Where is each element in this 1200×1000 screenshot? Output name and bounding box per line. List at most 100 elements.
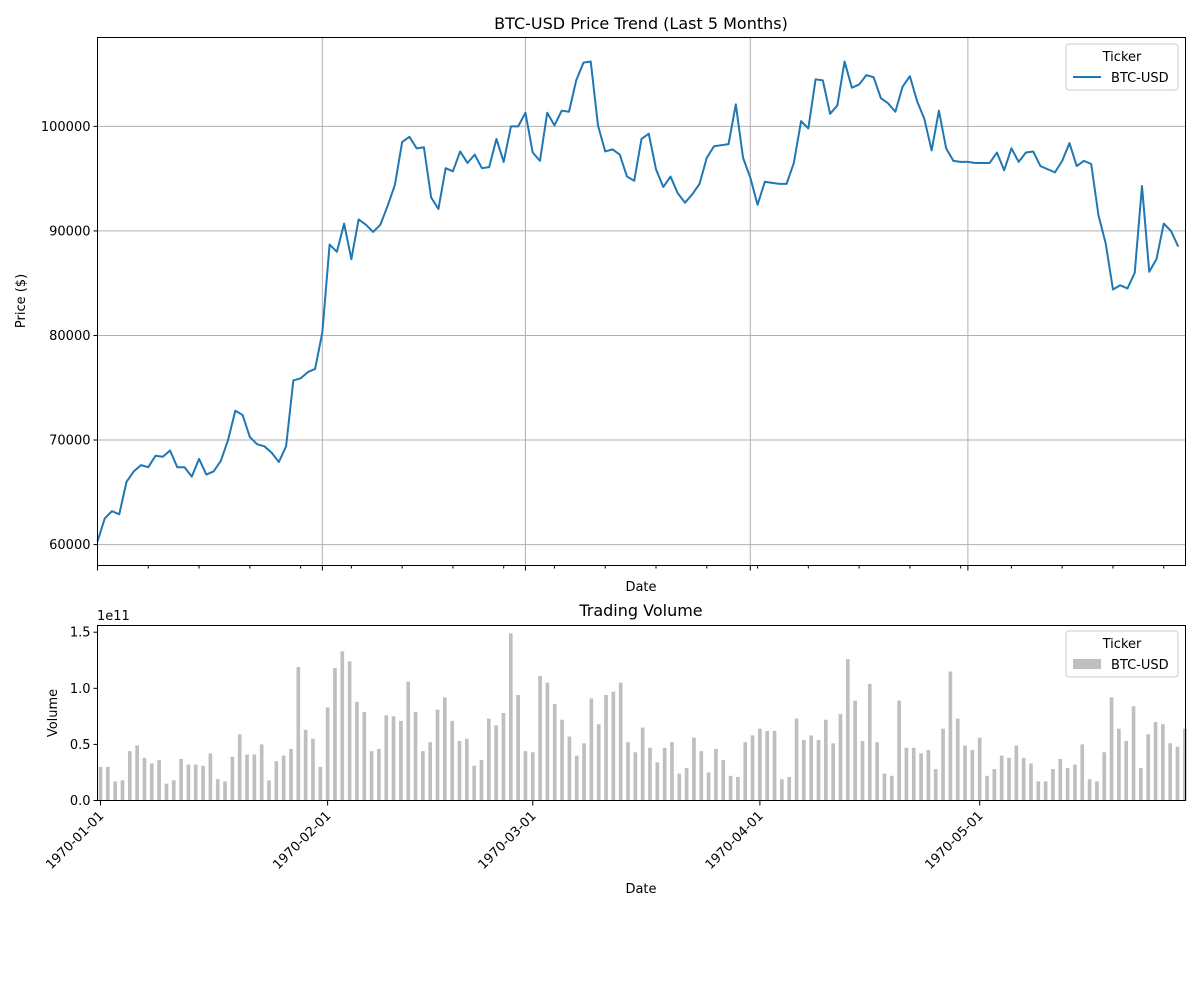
volume-bar xyxy=(113,781,117,801)
volume-bar xyxy=(347,661,352,801)
volume-bars xyxy=(98,633,1187,801)
volume-bar xyxy=(1087,779,1092,801)
volume-bar xyxy=(538,675,542,801)
volume-chart-title: Trading Volume xyxy=(578,601,702,620)
price-y-tick-label: 90000 xyxy=(49,224,90,239)
volume-bar xyxy=(552,704,557,801)
volume-bar xyxy=(377,748,381,801)
volume-bar xyxy=(472,765,476,801)
volume-bar xyxy=(655,762,660,801)
volume-bar xyxy=(977,737,982,801)
volume-bar xyxy=(1014,745,1019,801)
volume-bar xyxy=(706,772,711,801)
price-y-axis-label: Price ($) xyxy=(14,274,29,328)
volume-bar xyxy=(911,747,916,801)
volume-bar xyxy=(98,766,103,801)
price-y-tick-label: 100000 xyxy=(41,120,91,135)
price-legend-title: Ticker xyxy=(1102,50,1142,65)
volume-bar xyxy=(245,754,249,801)
volume-bar xyxy=(889,775,894,801)
volume-bar xyxy=(882,773,887,801)
volume-bar xyxy=(1183,728,1187,801)
volume-bar xyxy=(545,682,550,801)
volume-bar xyxy=(721,760,726,801)
volume-bar xyxy=(274,761,279,801)
volume-bar xyxy=(362,711,367,801)
volume-bar xyxy=(318,766,323,801)
volume-bar xyxy=(604,695,608,801)
volume-bar xyxy=(867,683,872,801)
volume-bar xyxy=(486,718,491,801)
volume-bar xyxy=(816,739,821,801)
volume-bar xyxy=(1153,721,1158,801)
volume-bar xyxy=(1131,706,1136,801)
volume-bar xyxy=(699,751,704,801)
volume-bar xyxy=(501,713,506,801)
volume-bar xyxy=(340,651,345,801)
volume-bar xyxy=(208,753,213,801)
volume-bar xyxy=(1109,697,1114,801)
volume-bar xyxy=(626,742,630,801)
volume-bar xyxy=(640,727,645,801)
volume-bar xyxy=(1043,781,1048,801)
volume-bar xyxy=(391,716,396,801)
volume-bar xyxy=(1080,744,1085,801)
volume-bar xyxy=(421,751,425,801)
price-series-line xyxy=(96,60,1180,542)
volume-bar xyxy=(758,728,762,801)
volume-bar xyxy=(897,700,901,801)
volume-bar xyxy=(692,737,696,801)
volume-bar xyxy=(618,682,623,801)
volume-bar xyxy=(120,780,125,801)
volume-bar xyxy=(750,735,755,801)
volume-bar xyxy=(904,747,909,801)
price-chart: BTC-USD Price Trend (Last 5 Months) 6000… xyxy=(14,14,1186,595)
volume-bar xyxy=(201,765,205,801)
volume-bar xyxy=(428,742,433,801)
price-legend-entry: BTC-USD xyxy=(1111,71,1169,86)
volume-bar xyxy=(875,742,879,801)
volume-bar xyxy=(223,781,227,801)
volume-bar xyxy=(802,739,806,801)
volume-bar xyxy=(237,734,242,801)
volume-bar xyxy=(369,751,374,801)
volume-bar xyxy=(611,691,616,801)
volume-bar xyxy=(252,754,257,801)
price-x-axis-ticks xyxy=(97,565,1165,571)
volume-bar xyxy=(193,764,198,801)
volume-bar xyxy=(1007,757,1011,801)
volume-bar xyxy=(1146,734,1151,801)
volume-bar xyxy=(1065,767,1070,801)
volume-legend: Ticker BTC-USD xyxy=(1065,630,1179,678)
volume-y-tick-label: 1.0 xyxy=(70,682,91,697)
price-y-axis-ticks: 60000 70000 80000 90000 100000 xyxy=(41,120,98,553)
volume-bar xyxy=(743,742,748,801)
volume-bar xyxy=(1102,752,1107,801)
volume-bar xyxy=(164,783,169,801)
price-y-tick-label: 60000 xyxy=(49,538,90,553)
price-plot-frame xyxy=(97,37,1186,566)
volume-bar xyxy=(508,633,513,801)
volume-bar xyxy=(1175,746,1180,801)
volume-bar xyxy=(1161,724,1165,801)
volume-bar xyxy=(435,709,440,801)
volume-bar xyxy=(831,743,835,801)
volume-bar xyxy=(179,758,183,801)
volume-bar xyxy=(450,720,455,801)
price-series-line-group xyxy=(96,60,1180,542)
volume-y-axis-ticks: 0.0 0.5 1.0 1.5 xyxy=(70,626,98,809)
volume-bar xyxy=(853,700,857,801)
volume-bar xyxy=(215,779,220,801)
volume-bar xyxy=(633,752,638,801)
volume-bar xyxy=(728,775,733,801)
volume-bar xyxy=(1021,757,1026,801)
price-chart-title: BTC-USD Price Trend (Last 5 Months) xyxy=(494,14,788,33)
price-gridlines xyxy=(97,37,1186,566)
volume-bar xyxy=(860,741,865,801)
volume-bar xyxy=(105,766,110,801)
volume-bar xyxy=(736,776,740,801)
price-y-tick-label: 80000 xyxy=(49,329,90,344)
volume-bar xyxy=(765,730,770,801)
volume-bar xyxy=(186,764,191,801)
